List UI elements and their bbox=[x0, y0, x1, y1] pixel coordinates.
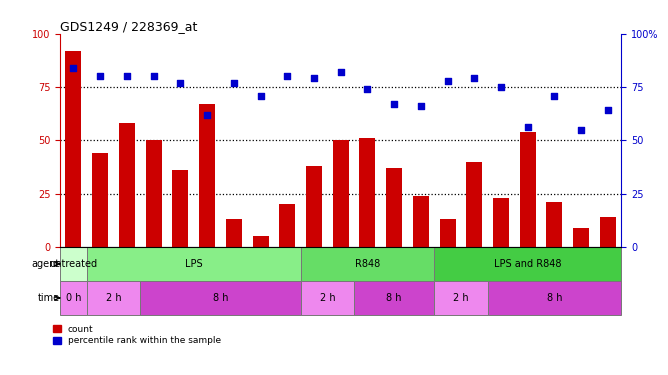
Text: 2 h: 2 h bbox=[453, 293, 469, 303]
Bar bbox=[87, 247, 301, 281]
Bar bbox=[573, 228, 589, 247]
Bar bbox=[386, 168, 402, 247]
Bar bbox=[306, 166, 322, 247]
Text: LPS: LPS bbox=[185, 259, 202, 269]
Bar bbox=[354, 281, 434, 315]
Point bbox=[282, 74, 293, 80]
Bar bbox=[434, 247, 621, 281]
Bar bbox=[488, 281, 621, 315]
Point bbox=[442, 78, 453, 84]
Point bbox=[148, 74, 159, 80]
Point bbox=[549, 93, 560, 99]
Bar bbox=[140, 281, 301, 315]
Text: agent: agent bbox=[31, 259, 59, 269]
Point bbox=[335, 69, 346, 75]
Text: 0 h: 0 h bbox=[65, 293, 81, 303]
Text: untreated: untreated bbox=[49, 259, 98, 269]
Legend: count, percentile rank within the sample: count, percentile rank within the sample bbox=[53, 325, 221, 345]
Point bbox=[175, 80, 186, 86]
Bar bbox=[60, 247, 87, 281]
Bar bbox=[546, 202, 562, 247]
Point bbox=[415, 103, 426, 109]
Text: 8 h: 8 h bbox=[386, 293, 402, 303]
Bar bbox=[60, 281, 87, 315]
Bar bbox=[172, 170, 188, 247]
Bar bbox=[199, 104, 215, 247]
Bar bbox=[119, 123, 135, 247]
Point bbox=[522, 124, 533, 130]
Text: GDS1249 / 228369_at: GDS1249 / 228369_at bbox=[60, 20, 198, 33]
Bar bbox=[333, 140, 349, 247]
Point bbox=[389, 101, 399, 107]
Bar bbox=[466, 162, 482, 247]
Point bbox=[362, 86, 373, 92]
Text: time: time bbox=[37, 293, 59, 303]
Point bbox=[576, 127, 587, 133]
Point bbox=[469, 75, 480, 81]
Point bbox=[122, 74, 132, 80]
Bar bbox=[87, 281, 140, 315]
Bar bbox=[279, 204, 295, 247]
Point bbox=[228, 80, 239, 86]
Text: 2 h: 2 h bbox=[319, 293, 335, 303]
Bar bbox=[440, 219, 456, 247]
Bar bbox=[600, 217, 616, 247]
Text: 8 h: 8 h bbox=[212, 293, 228, 303]
Point bbox=[496, 84, 506, 90]
Text: R848: R848 bbox=[355, 259, 380, 269]
Bar bbox=[301, 281, 354, 315]
Point bbox=[68, 65, 79, 71]
Text: 2 h: 2 h bbox=[106, 293, 122, 303]
Bar bbox=[226, 219, 242, 247]
Bar bbox=[493, 198, 509, 247]
Bar bbox=[520, 132, 536, 247]
Bar bbox=[253, 236, 269, 247]
Bar bbox=[301, 247, 434, 281]
Text: 8 h: 8 h bbox=[546, 293, 562, 303]
Text: LPS and R848: LPS and R848 bbox=[494, 259, 562, 269]
Bar bbox=[65, 51, 81, 247]
Bar bbox=[413, 196, 429, 247]
Point bbox=[309, 75, 319, 81]
Point bbox=[603, 108, 613, 114]
Bar bbox=[146, 140, 162, 247]
Point bbox=[202, 112, 212, 118]
Bar bbox=[92, 153, 108, 247]
Point bbox=[255, 93, 266, 99]
Point bbox=[95, 74, 106, 80]
Bar bbox=[359, 138, 375, 247]
Bar bbox=[434, 281, 488, 315]
